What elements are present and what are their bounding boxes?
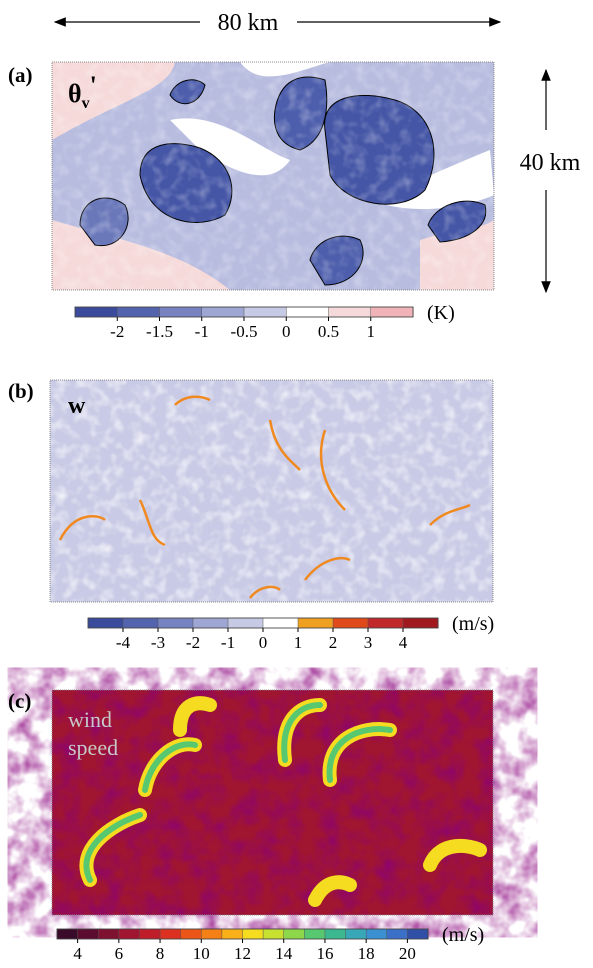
colorbar-segment xyxy=(402,617,439,629)
panel-tag: (a) xyxy=(8,63,33,87)
colorbar-segment xyxy=(262,617,299,629)
colorbar-tick-label: 4 xyxy=(399,633,408,652)
colorbar-segment xyxy=(139,928,161,940)
symbol: θ xyxy=(68,79,82,108)
colorbar-segment xyxy=(365,928,388,940)
colorbar-unit: (m/s) xyxy=(452,613,494,635)
colorbar-segment xyxy=(74,306,118,318)
colorbar-tick-label: 14 xyxy=(275,944,293,963)
colorbar-tick-label: 3 xyxy=(364,633,373,652)
colorbar-segment xyxy=(407,928,429,940)
colorbar-segment xyxy=(201,928,223,940)
colorbar-tick-label: -3 xyxy=(151,633,165,652)
colorbar-segment xyxy=(297,617,334,629)
colorbar-unit: (K) xyxy=(427,302,455,324)
colorbar-segment xyxy=(97,928,120,940)
suffix: ' xyxy=(90,71,97,100)
colorbar-tick-label: 1 xyxy=(294,633,303,652)
colorbar-segment xyxy=(304,928,326,940)
colorbar-segment xyxy=(324,928,347,940)
colorbar-tick-label: -1 xyxy=(195,322,209,341)
colorbar-segment xyxy=(192,617,229,629)
colorbar-tick-label: 12 xyxy=(234,944,251,963)
colorbar-segment xyxy=(159,928,182,940)
field-label: speed xyxy=(68,735,118,760)
colorbar-tick-label: -4 xyxy=(116,633,131,652)
colorbar-tick-label: 0.5 xyxy=(318,322,339,341)
colorbar-segment xyxy=(243,306,287,318)
colorbar-tick-label: 16 xyxy=(316,944,333,963)
colorbar-segment xyxy=(328,306,372,318)
colorbar-segment xyxy=(87,617,124,629)
field-a xyxy=(51,61,495,291)
colorbar-tick-label: 8 xyxy=(156,944,165,963)
colorbar-segment xyxy=(283,928,305,940)
colorbar-tick-label: -0.5 xyxy=(231,322,258,341)
colorbar-tick-label: -1 xyxy=(221,633,235,652)
colorbar-tick-label: -2 xyxy=(186,633,200,652)
field-c xyxy=(51,689,494,916)
colorbar-segment xyxy=(370,306,414,318)
colorbar-segment xyxy=(367,617,404,629)
colorbar-tick-label: 1 xyxy=(367,322,376,341)
subscript: v xyxy=(82,95,90,112)
colorbar-segment xyxy=(201,306,245,318)
colorbar-segment xyxy=(180,928,202,940)
colorbar-tick-label: 0 xyxy=(282,322,291,341)
colorbar-segment xyxy=(56,928,79,940)
colorbar-segment xyxy=(262,928,285,940)
colorbar-segment xyxy=(77,928,99,940)
field-label: θv' xyxy=(68,71,97,112)
colorbar-segment xyxy=(117,306,161,318)
colorbar-unit: (m/s) xyxy=(442,924,484,946)
panel-tag: (b) xyxy=(8,379,34,403)
colorbar-tick-label: 10 xyxy=(193,944,210,963)
colorbar-tick-label: 2 xyxy=(329,633,338,652)
colorbar-segment xyxy=(242,928,264,940)
colorbar-tick-label: 18 xyxy=(358,944,375,963)
height-label: 40 km xyxy=(520,150,581,176)
colorbar-segment xyxy=(345,928,367,940)
colorbar-segment xyxy=(118,928,140,940)
colorbar-segment xyxy=(286,306,330,318)
colorbar-tick-label: -1.5 xyxy=(146,322,173,341)
colorbar-segment xyxy=(227,617,264,629)
colorbar-tick-label: 0 xyxy=(259,633,268,652)
field-label: wind xyxy=(68,707,112,732)
field-b xyxy=(49,379,494,603)
colorbar-tick-label: -2 xyxy=(110,322,124,341)
colorbar-tick-label: 6 xyxy=(115,944,124,963)
field-label: w xyxy=(68,393,86,419)
colorbar-segment xyxy=(386,928,408,940)
colorbar-segment xyxy=(157,617,194,629)
colorbar-tick-label: 4 xyxy=(73,944,82,963)
colorbar-tick-label: 20 xyxy=(399,944,416,963)
colorbar-segment xyxy=(159,306,203,318)
colorbar-segment xyxy=(122,617,159,629)
colorbar-segment xyxy=(221,928,244,940)
colorbar-segment xyxy=(332,617,369,629)
panel-tag: (c) xyxy=(8,689,31,713)
width-label: 80 km xyxy=(218,10,279,36)
